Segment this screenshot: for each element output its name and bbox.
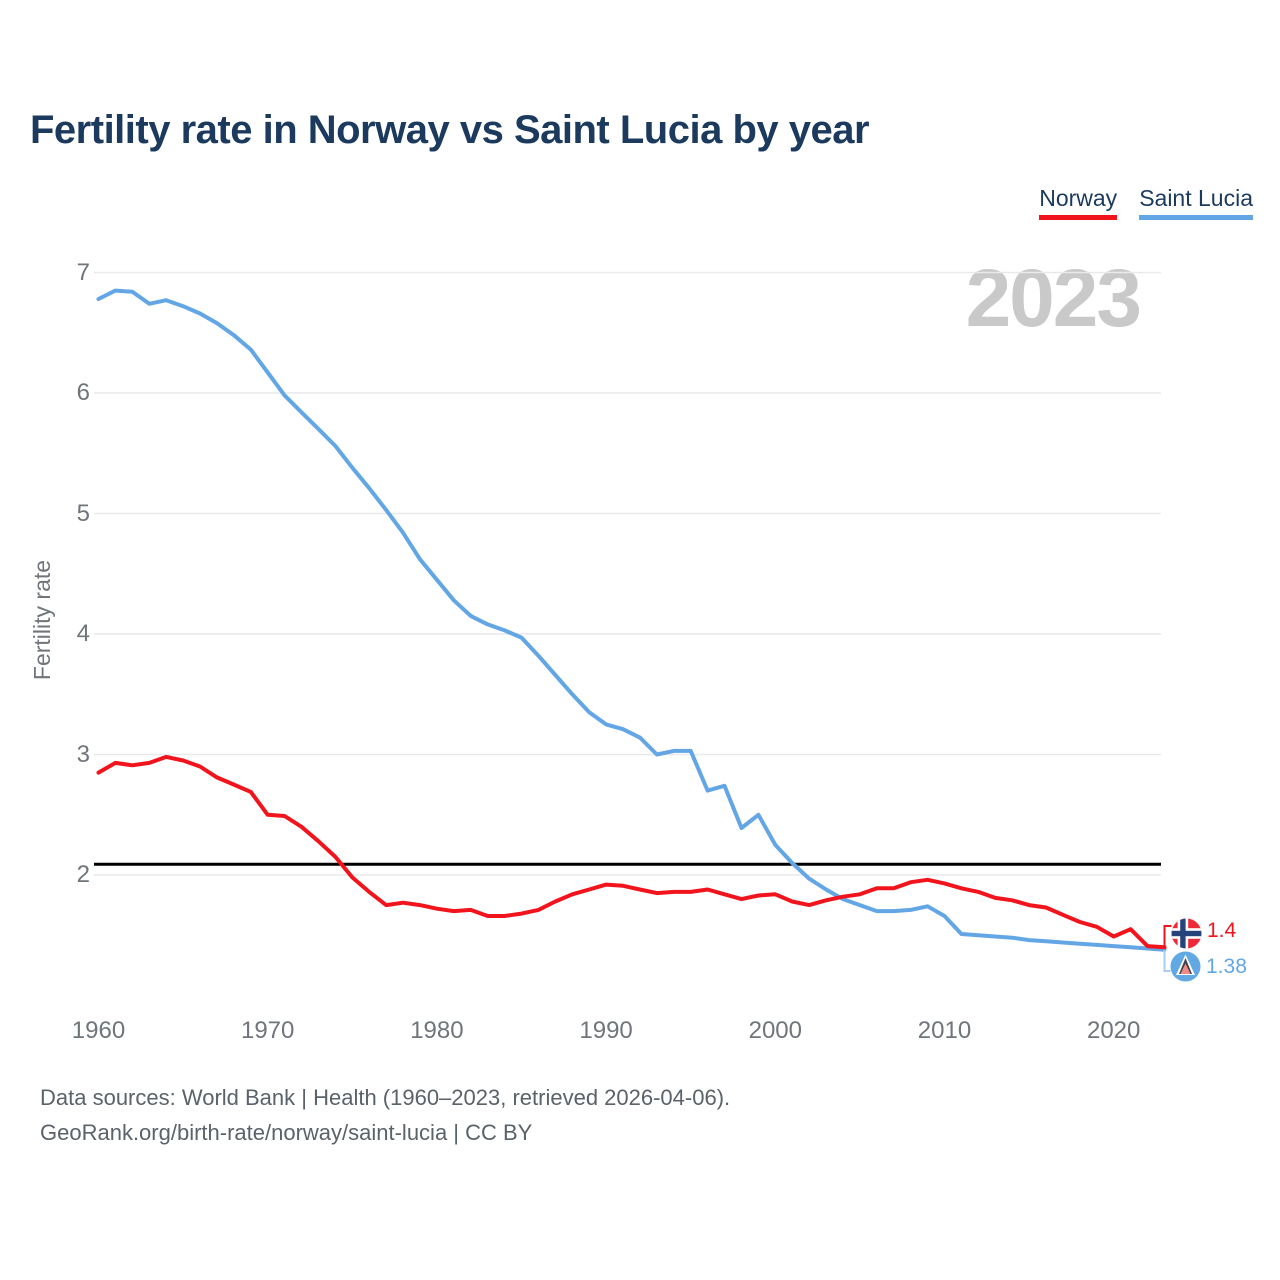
gridlines bbox=[94, 271, 1161, 876]
y-tick-label: 6 bbox=[76, 379, 90, 406]
x-tick-label: 1970 bbox=[240, 1017, 295, 1044]
y-tick-label: 7 bbox=[76, 258, 90, 286]
saint-lucia-flag-icon bbox=[1170, 951, 1201, 982]
y-tick-label: 5 bbox=[76, 499, 90, 527]
legend: Norway Saint Lucia bbox=[1039, 185, 1253, 220]
x-tick-label: 1990 bbox=[579, 1017, 633, 1044]
y-tick-label: 3 bbox=[76, 740, 90, 768]
page-title: Fertility rate in Norway vs Saint Lucia … bbox=[30, 108, 870, 152]
data-lines bbox=[96, 288, 1167, 952]
legend-item-saint-lucia[interactable]: Saint Lucia bbox=[1139, 185, 1253, 220]
data-source-line: Data sources: World Bank | Health (1960–… bbox=[40, 1085, 731, 1110]
x-tick-label: 2000 bbox=[748, 1017, 802, 1044]
legend-item-norway[interactable]: Norway bbox=[1039, 185, 1118, 220]
norway-flag-icon bbox=[1171, 918, 1202, 949]
norway-connector bbox=[1163, 925, 1172, 948]
x-tick-label: 2010 bbox=[917, 1017, 972, 1044]
saint-lucia-end-value: 1.38 bbox=[1206, 955, 1247, 978]
x-tick-label: 2020 bbox=[1086, 1017, 1141, 1044]
y-axis-title: Fertility rate bbox=[29, 559, 55, 681]
x-tick-label: 1960 bbox=[71, 1017, 126, 1044]
saint-lucia-connector bbox=[1163, 949, 1171, 972]
norway-end-value: 1.4 bbox=[1207, 919, 1237, 942]
x-tick-label: 1980 bbox=[410, 1017, 464, 1044]
y-tick-label: 4 bbox=[76, 620, 90, 647]
attribution-line: GeoRank.org/birth-rate/norway/saint-luci… bbox=[40, 1120, 533, 1145]
y-tick-label: 2 bbox=[76, 861, 90, 888]
year-watermark: 2023 bbox=[965, 253, 1142, 344]
saint-lucia-line[interactable] bbox=[96, 288, 1167, 952]
norway-line[interactable] bbox=[96, 754, 1167, 950]
footer: Data sources: World Bank | Health (1960–… bbox=[40, 1080, 730, 1150]
